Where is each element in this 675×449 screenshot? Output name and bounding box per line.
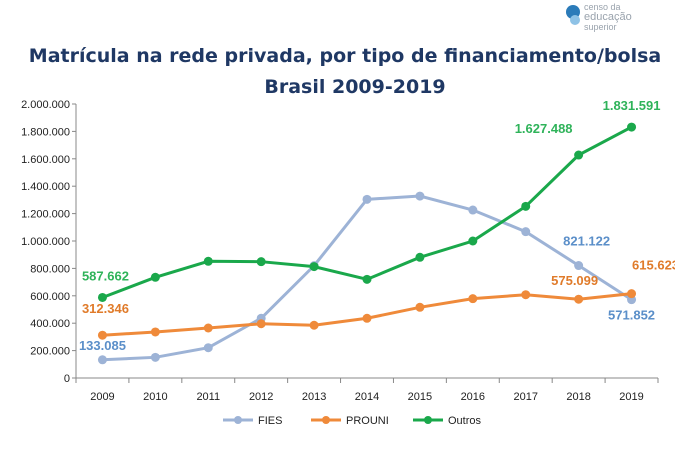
- data-point-fies: [521, 227, 531, 237]
- x-tick-label: 2018: [566, 391, 590, 403]
- legend-marker: [322, 416, 330, 424]
- x-tick-label: 2010: [143, 391, 167, 403]
- data-label: 821.122: [563, 234, 610, 249]
- logo-text-1: censo da: [584, 2, 621, 12]
- series-line-outros: [101, 125, 633, 299]
- logo-mark-2: [570, 15, 580, 25]
- legend-marker: [234, 416, 242, 424]
- logo: [566, 5, 580, 25]
- data-label: 575.099: [551, 273, 598, 288]
- x-tick-label: 2019: [619, 391, 643, 403]
- legend-marker: [424, 416, 432, 424]
- x-tick-label: 2015: [408, 391, 432, 403]
- data-point-outros: [468, 236, 478, 246]
- data-point-fies: [468, 205, 478, 215]
- legend-label-prouni: PROUNI: [346, 415, 389, 427]
- y-tick-label: 600.000: [30, 291, 70, 303]
- data-point-outros: [574, 150, 584, 160]
- data-point-fies: [97, 355, 107, 365]
- y-tick-label: 200.000: [30, 346, 70, 358]
- x-tick-label: 2011: [196, 391, 220, 403]
- data-point-outros: [97, 292, 107, 302]
- data-point-fies: [574, 261, 584, 271]
- data-point-prouni: [203, 323, 213, 333]
- y-tick-label: 1.800.000: [21, 126, 70, 138]
- data-point-prouni: [309, 320, 319, 330]
- logo-text-3: superior: [584, 22, 617, 32]
- data-point-prouni: [627, 289, 637, 299]
- data-point-prouni: [362, 313, 372, 323]
- y-tick-label: 1.200.000: [21, 209, 70, 221]
- data-label: 312.346: [82, 301, 129, 316]
- data-label: 587.662: [82, 268, 129, 283]
- y-tick-label: 400.000: [30, 318, 70, 330]
- y-tick-label: 0: [64, 373, 70, 385]
- data-point-prouni: [256, 319, 266, 329]
- x-tick-label: 2014: [355, 391, 379, 403]
- x-tick-label: 2012: [249, 391, 273, 403]
- data-point-outros: [150, 272, 160, 282]
- data-point-outros: [203, 256, 213, 266]
- data-label: 133.085: [79, 338, 126, 353]
- data-point-outros: [362, 274, 372, 284]
- data-point-outros: [521, 201, 531, 211]
- data-label: 1.831.591: [603, 98, 661, 113]
- data-point-outros: [309, 262, 319, 272]
- data-point-prouni: [468, 294, 478, 304]
- data-label: 1.627.488: [515, 121, 573, 136]
- data-point-prouni: [521, 290, 531, 300]
- data-point-prouni: [97, 330, 107, 340]
- x-tick-label: 2016: [461, 391, 485, 403]
- legend-label-fies: FIES: [258, 415, 282, 427]
- y-tick-label: 800.000: [30, 263, 70, 275]
- y-tick-label: 1.600.000: [21, 154, 70, 166]
- data-point-fies: [362, 194, 372, 204]
- data-point-outros: [627, 122, 637, 132]
- x-tick-label: 2009: [90, 391, 114, 403]
- chart-title: Matrícula na rede privada, por tipo de f…: [29, 45, 661, 67]
- chart-subtitle: Brasil 2009-2019: [264, 76, 445, 98]
- data-label: 615.623: [632, 258, 675, 273]
- data-point-prouni: [150, 327, 160, 337]
- y-tick-label: 1.400.000: [21, 181, 70, 193]
- data-point-outros: [256, 257, 266, 267]
- data-point-fies: [203, 343, 213, 353]
- y-tick-label: 2.000.000: [21, 99, 70, 111]
- data-point-prouni: [415, 302, 425, 312]
- legend-label-outros: Outros: [448, 415, 482, 427]
- y-tick-label: 1.000.000: [21, 236, 70, 248]
- x-tick-label: 2013: [302, 391, 326, 403]
- data-point-fies: [415, 191, 425, 201]
- data-point-prouni: [574, 294, 584, 304]
- logo-text-2: educação: [584, 11, 632, 23]
- data-point-fies: [150, 352, 160, 362]
- data-label: 571.852: [608, 308, 655, 323]
- x-tick-label: 2017: [513, 391, 537, 403]
- data-point-outros: [415, 252, 425, 262]
